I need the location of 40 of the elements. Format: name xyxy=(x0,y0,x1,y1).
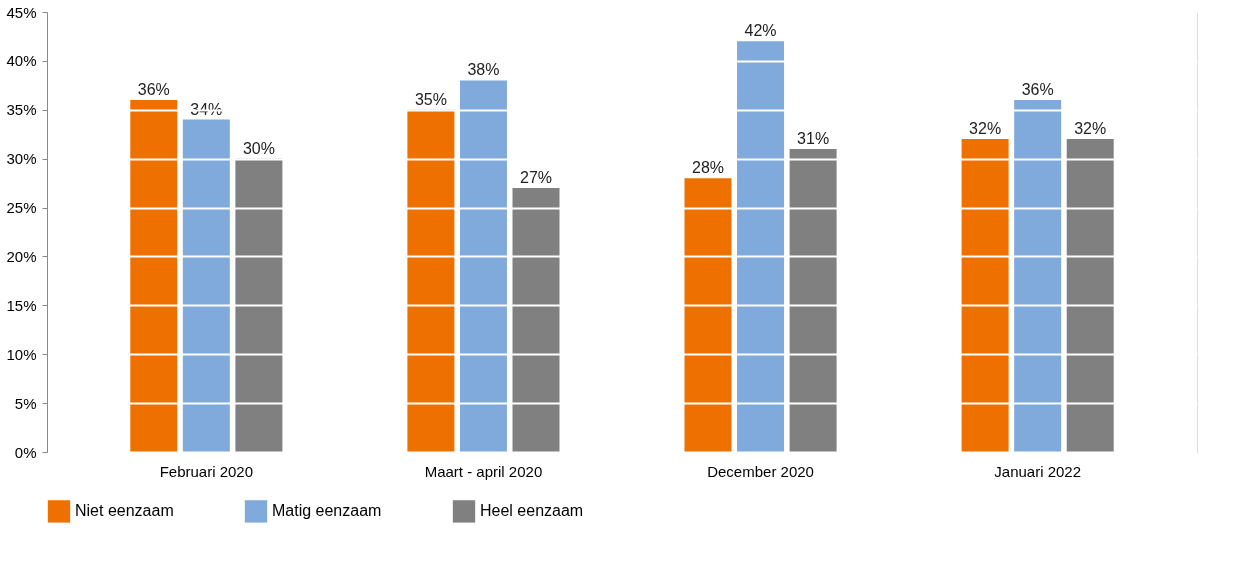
data-label: 32% xyxy=(1074,120,1107,138)
data-label: 36% xyxy=(1021,81,1054,98)
bar xyxy=(737,41,785,452)
bar xyxy=(182,119,230,452)
y-tick-label: 0% xyxy=(14,443,37,461)
data-label: 35% xyxy=(414,90,447,108)
x-tick-label: Januari 2022 xyxy=(994,462,1082,480)
data-label: 32% xyxy=(969,120,1002,138)
bar xyxy=(684,178,732,452)
data-label: 42% xyxy=(744,22,777,40)
y-tick-label: 15% xyxy=(6,296,37,314)
y-tick-label: 25% xyxy=(6,199,37,217)
data-label: 28% xyxy=(691,159,725,177)
data-label: 30% xyxy=(242,139,275,157)
y-tick-label: 30% xyxy=(6,150,37,168)
y-tick-label: 20% xyxy=(6,247,37,265)
x-tick-label: Februari 2020 xyxy=(159,462,254,480)
y-tick-label: 35% xyxy=(6,101,37,119)
legend-label: Matig eenzaam xyxy=(272,502,382,520)
data-label: 27% xyxy=(519,169,553,186)
bar xyxy=(789,148,837,452)
legend-label: Niet eenzaam xyxy=(75,502,174,520)
y-tick-label: 45% xyxy=(6,3,37,21)
bar xyxy=(407,109,455,452)
bar xyxy=(459,80,507,452)
bar xyxy=(130,100,178,452)
legend-label: Heel eenzaam xyxy=(480,502,584,520)
x-tick-label: December 2020 xyxy=(707,462,814,480)
bar xyxy=(1066,139,1114,452)
bar xyxy=(512,188,560,452)
y-tick-label: 40% xyxy=(6,52,37,70)
x-tick-label: Maart - april 2020 xyxy=(424,462,543,480)
data-label: 38% xyxy=(467,61,500,79)
bar xyxy=(1014,100,1062,452)
data-label: 31% xyxy=(797,129,830,147)
y-tick-label: 5% xyxy=(14,394,37,412)
y-tick-label: 10% xyxy=(6,345,37,363)
bar xyxy=(961,139,1009,452)
data-label: 36% xyxy=(137,81,170,98)
bar xyxy=(235,158,283,452)
